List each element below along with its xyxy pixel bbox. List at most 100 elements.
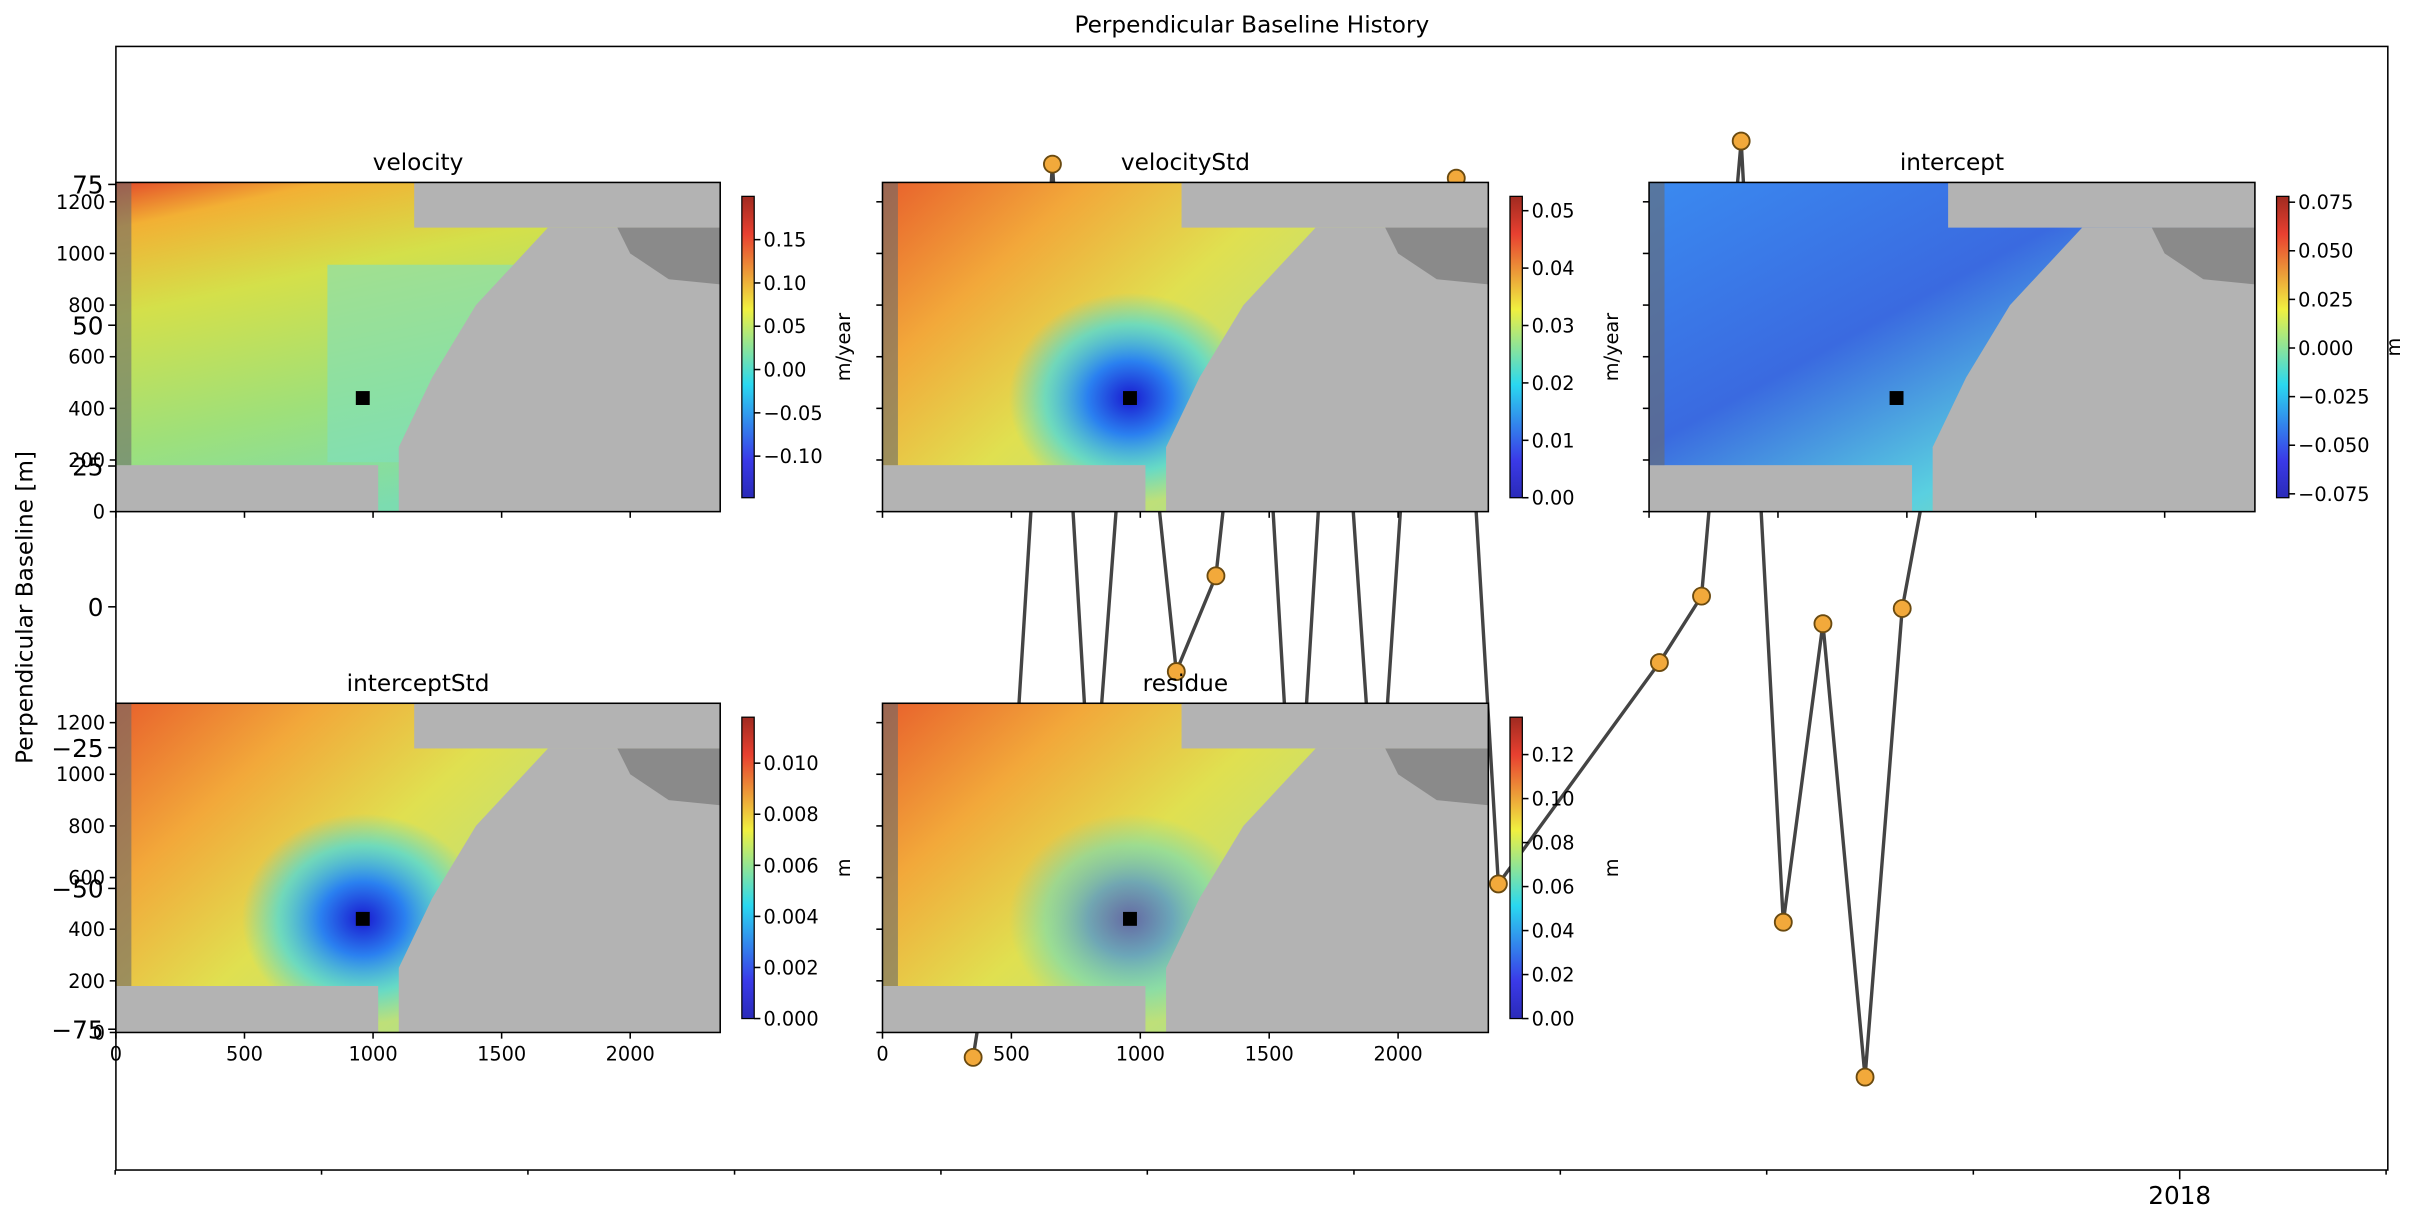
map-panel: velocityStd 0.00 0.01 0.02 0.03 0.04 0.05 m/yea… <box>876 149 1623 518</box>
colorbar-tick-label: 0.025 <box>2298 288 2353 311</box>
baseline-line <box>971 140 1947 1078</box>
reference-point <box>1123 391 1137 405</box>
panel-title: velocityStd <box>1121 149 1250 176</box>
x-tick-label: 1000 <box>349 1042 398 1065</box>
map-relief <box>1649 182 1665 466</box>
map-frame <box>1648 181 2256 513</box>
colorbar-tick-label: 0.12 <box>1532 744 1575 767</box>
colorbar-label: m/year <box>832 313 855 381</box>
colorbar <box>741 716 755 1020</box>
baseline-marker <box>963 1047 983 1067</box>
colorbar-tick-label: 0.006 <box>763 854 818 877</box>
panel-title: residue <box>1143 670 1228 697</box>
map-mask <box>882 465 1146 512</box>
x-tick-label: 500 <box>993 1042 1030 1065</box>
reference-point <box>355 911 370 926</box>
colorbar-tick-label: 0.00 <box>1532 1008 1575 1031</box>
panel-title: intercept <box>1900 149 2004 176</box>
colorbar-tick-label: 0.01 <box>1532 429 1575 452</box>
y-tick-label: 200 <box>68 970 105 993</box>
baseline-marker <box>1206 566 1226 586</box>
map-mask <box>1181 703 1489 749</box>
y-axis-label: Perpendicular Baseline [m] <box>11 451 38 764</box>
colorbar-tick-label: −0.05 <box>763 402 822 425</box>
colorbar-tick-label: 0.15 <box>763 229 806 252</box>
map-mask <box>882 985 1146 1033</box>
colorbar-tick-label: −0.075 <box>2298 483 2369 506</box>
panel-title: velocity <box>373 149 464 176</box>
y-tick-label: 25 <box>72 452 103 481</box>
colorbar-label: m <box>832 858 855 877</box>
y-tick-label: 800 <box>68 815 105 838</box>
x-tick-label: 2000 <box>606 1042 655 1065</box>
colorbar-tick-label: 0.05 <box>1532 200 1575 223</box>
colorbar-tick-label: 0.03 <box>1532 314 1575 337</box>
map-mask <box>414 182 721 228</box>
map-panel: velocity 0 200 400 600 800 1000 1200 −0.10 −0.05 0… <box>56 149 855 524</box>
y-tick-label: 1200 <box>56 191 105 214</box>
colorbar-tick-label: 0.010 <box>763 752 818 775</box>
map-relief <box>115 703 132 986</box>
x-tick-label: 1000 <box>1116 1042 1165 1065</box>
colorbar <box>2275 195 2290 499</box>
map-mask <box>115 465 379 512</box>
colorbar-tick-label: 0.002 <box>763 956 818 979</box>
colorbar <box>741 195 755 499</box>
y-tick-label: 1000 <box>56 763 105 786</box>
y-tick-label: 1200 <box>56 712 105 735</box>
colorbar-tick-label: 0.04 <box>1532 920 1575 943</box>
baseline-marker <box>1813 614 1833 634</box>
map-frame <box>115 181 721 513</box>
y-tick-label: 75 <box>72 171 103 200</box>
y-tick-label: 600 <box>68 867 105 890</box>
map-mask <box>414 703 721 749</box>
map-relief <box>882 703 898 986</box>
y-tick-label: −25 <box>51 734 103 763</box>
map-ocean <box>398 227 721 512</box>
y-tick-label: −50 <box>51 875 103 904</box>
baseline-marker <box>1731 131 1751 151</box>
map-ocean <box>1166 227 1489 512</box>
reference-point <box>1889 391 1904 405</box>
baseline-marker <box>1166 662 1186 682</box>
colorbar-label: m <box>2382 338 2405 357</box>
baseline-marker <box>1855 1067 1875 1087</box>
chart-title: Perpendicular Baseline History <box>1074 12 1429 39</box>
map-ocean <box>398 748 721 1033</box>
plot-frame <box>115 45 2389 1171</box>
x-tick-label: 0 <box>110 1042 122 1065</box>
colorbar-tick-label: 0.02 <box>1532 372 1575 395</box>
y-tick-label: −75 <box>51 1015 103 1044</box>
map-image <box>882 182 1489 512</box>
map-image <box>882 703 1489 1033</box>
colorbar-tick-label: 0.08 <box>1532 832 1575 855</box>
x-tick-label: 2000 <box>1374 1042 1423 1065</box>
colorbar-tick-label: −0.050 <box>2298 434 2369 457</box>
y-tick-label: 1000 <box>56 242 105 265</box>
map-image <box>115 182 721 512</box>
baseline-marker <box>1892 599 1912 618</box>
reference-point <box>355 391 370 405</box>
colorbar-tick-label: 0.10 <box>763 272 806 295</box>
colorbar <box>1509 195 1523 499</box>
y-tick-label: 0 <box>88 593 104 622</box>
colorbar-tick-label: 0.04 <box>1532 257 1575 280</box>
map-mask <box>1948 182 2255 228</box>
map-mask <box>1181 182 1489 228</box>
panel-title: interceptStd <box>347 670 490 697</box>
map-relief <box>2151 227 2255 285</box>
map-mask <box>115 985 379 1033</box>
colorbar-label: m <box>1600 858 1623 877</box>
map-ocean <box>1166 748 1489 1033</box>
map-panel: interceptStd 0 500 1000 1500 2000 0 200 400 600 80… <box>56 670 855 1065</box>
map-ocean <box>1932 227 2255 512</box>
colorbar-tick-label: 0.008 <box>763 803 818 826</box>
y-tick-label: 0 <box>93 1021 105 1044</box>
colorbar-tick-label: 0.000 <box>763 1008 818 1031</box>
colorbar-tick-label: 0.050 <box>2298 240 2353 263</box>
colorbar-tick-label: 0.000 <box>2298 337 2353 360</box>
colorbar-tick-label: 0.10 <box>1532 788 1575 811</box>
colorbar-tick-label: −0.10 <box>763 445 822 468</box>
